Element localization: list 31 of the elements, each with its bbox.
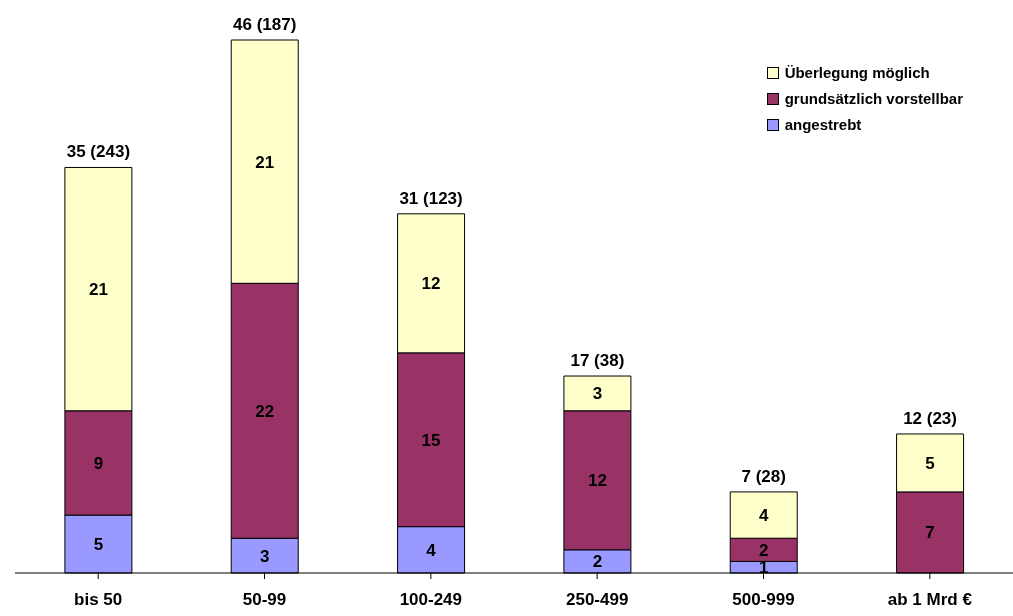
data-label: 4 [759, 506, 769, 526]
x-tick-label: 250-499 [565, 590, 629, 610]
legend-label: Überlegung möglich [784, 63, 930, 83]
data-label: 22 [255, 401, 275, 421]
data-label: 2 [592, 552, 603, 572]
data-label: 5 [925, 453, 935, 473]
total-label: 35 (243) [66, 142, 131, 162]
data-label: 4 [426, 540, 437, 560]
total-label: 12 (23) [903, 408, 957, 428]
x-tick-label: ab 1 Mrd € [887, 590, 973, 610]
legend-label: grundsätzlich vorstellbar [784, 89, 963, 109]
data-label: 15 [421, 430, 441, 450]
data-label: 7 [925, 523, 935, 543]
x-tick-label: bis 50 [74, 590, 123, 610]
x-tick-label: 100-249 [399, 590, 463, 610]
data-label: 3 [260, 546, 270, 566]
total-label: 31 (123) [399, 188, 463, 208]
legend-label: angestrebt [784, 115, 862, 135]
total-label: 7 (28) [741, 466, 786, 486]
x-tick-label: 50-99 [242, 590, 287, 610]
total-label: 46 (187) [233, 15, 297, 34]
data-label: 5 [93, 535, 104, 555]
total-label: 17 (38) [570, 351, 625, 371]
data-label: 12 [587, 471, 607, 491]
x-tick-label: 500-999 [732, 590, 795, 610]
data-label: 12 [421, 274, 441, 294]
data-label: 21 [88, 280, 108, 300]
data-label: 9 [93, 453, 104, 473]
data-label: 21 [255, 152, 275, 172]
data-label: 3 [592, 384, 603, 404]
data-label: 2 [759, 540, 769, 560]
